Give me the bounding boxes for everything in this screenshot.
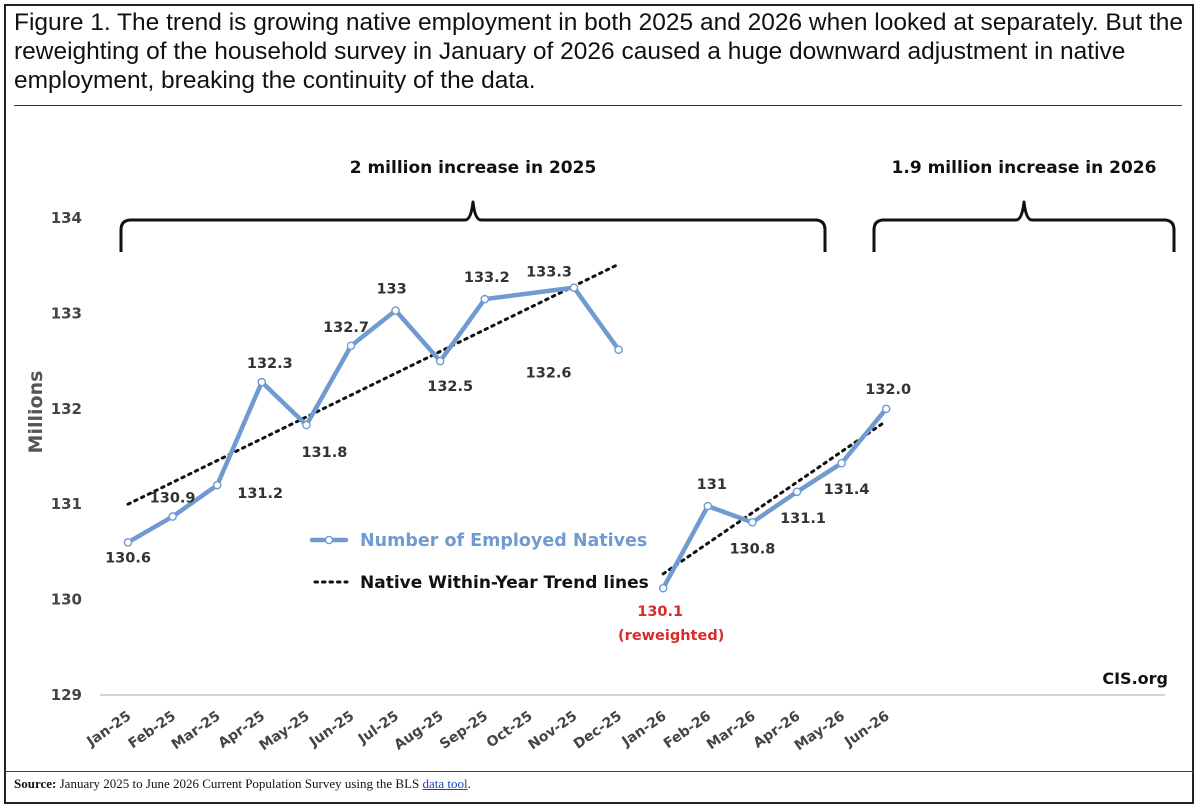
data-label: 130.9 xyxy=(150,491,196,507)
source-end: . xyxy=(467,776,471,791)
x-tick-label: Feb-25 xyxy=(126,708,179,752)
data-point xyxy=(168,512,177,521)
credit-label: CIS.org xyxy=(1102,669,1168,688)
x-tick-label: Dec-25 xyxy=(571,708,625,752)
x-tick-label: Jun-25 xyxy=(306,708,357,751)
data-label: 132.0 xyxy=(865,382,911,398)
data-label: 130.8 xyxy=(729,541,775,557)
legend-trend-label: Native Within-Year Trend lines xyxy=(360,573,649,593)
x-tick-label: May-25 xyxy=(257,708,313,754)
source-text: January 2025 to June 2026 Current Popula… xyxy=(56,776,423,791)
data-point xyxy=(703,501,713,511)
y-tick-label: 133 xyxy=(51,304,82,322)
data-point xyxy=(837,458,846,468)
data-label: 132.3 xyxy=(247,356,293,372)
legend-series-marker xyxy=(324,535,334,545)
data-label: 132.5 xyxy=(427,379,473,395)
chart-axes: 129130131132133134Jan-25Feb-25Mar-25Apr-… xyxy=(25,209,1165,754)
data-label: 133.3 xyxy=(526,265,572,281)
x-tick-label: Jan-26 xyxy=(619,708,670,750)
data-point xyxy=(569,283,579,292)
x-tick-label: Aug-25 xyxy=(391,708,446,753)
y-axis-label: Millions xyxy=(25,371,47,454)
data-point xyxy=(123,538,133,547)
data-label: 132.6 xyxy=(526,366,572,382)
data-point xyxy=(658,583,668,593)
data-label: 133 xyxy=(376,282,406,298)
annotation-label: 2 million increase in 2025 xyxy=(350,158,597,178)
data-label: 131.8 xyxy=(301,445,347,461)
x-tick-label: Sep-25 xyxy=(437,708,491,753)
y-tick-label: 131 xyxy=(51,495,82,513)
x-tick-label: Jun-26 xyxy=(841,708,892,751)
trend-line xyxy=(661,421,885,576)
data-points xyxy=(123,283,891,593)
annotation-brace xyxy=(872,200,1176,252)
trend-line xyxy=(126,264,618,506)
title-divider xyxy=(14,105,1182,106)
annotation-label: 1.9 million increase in 2026 xyxy=(892,158,1157,178)
x-tick-label: Mar-25 xyxy=(169,708,224,753)
data-point xyxy=(614,345,623,354)
x-tick-label: Nov-25 xyxy=(525,708,580,753)
legend: Number of Employed Natives Native Within-… xyxy=(309,531,649,593)
data-point xyxy=(792,487,802,497)
x-tick-label: Jan-25 xyxy=(83,708,134,750)
figure-frame xyxy=(4,4,1194,804)
data-label: 130.1 xyxy=(637,604,683,620)
data-point xyxy=(881,404,891,414)
data-point xyxy=(212,480,222,490)
data-point xyxy=(435,356,445,366)
data-labels: 130.6 130.9 131.2 132.3 131.8 132.7 133 132.5 13… xyxy=(105,265,911,645)
data-label: 131.4 xyxy=(824,482,870,498)
x-tick-label: Feb-26 xyxy=(661,708,714,752)
data-label: 133.2 xyxy=(464,270,510,286)
data-label: 132.7 xyxy=(323,320,369,336)
series-line xyxy=(125,285,621,545)
series-line xyxy=(660,406,889,591)
reweighted-note: (reweighted) xyxy=(618,628,724,644)
figure-title: Figure 1. The trend is growing native em… xyxy=(14,9,1184,94)
data-point xyxy=(346,341,356,351)
data-label: 131.1 xyxy=(780,511,826,527)
data-point xyxy=(480,294,490,304)
footer-divider xyxy=(4,771,1194,772)
data-label: 130.6 xyxy=(105,550,151,566)
data-point xyxy=(748,518,757,527)
data-label: 131 xyxy=(697,477,727,493)
trend-lines xyxy=(126,264,885,576)
x-tick-label: May-26 xyxy=(792,708,848,754)
y-tick-label: 130 xyxy=(51,591,82,609)
data-point xyxy=(257,377,267,387)
y-tick-label: 134 xyxy=(51,209,82,227)
legend-series-label: Number of Employed Natives xyxy=(360,531,647,551)
y-tick-label: 132 xyxy=(51,400,82,418)
annotation-braces: 2 million increase in 2025 1.9 million in… xyxy=(119,158,1176,252)
y-tick-label: 129 xyxy=(51,686,82,704)
data-label: 131.2 xyxy=(237,486,283,502)
source-note: Source: January 2025 to June 2026 Curren… xyxy=(14,776,471,792)
annotation-brace xyxy=(119,200,827,252)
data-tool-link[interactable]: data tool xyxy=(422,776,468,791)
data-point xyxy=(391,306,400,315)
data-point xyxy=(302,420,311,430)
source-label: Source: xyxy=(14,776,57,791)
x-tick-label: Mar-26 xyxy=(704,708,759,753)
